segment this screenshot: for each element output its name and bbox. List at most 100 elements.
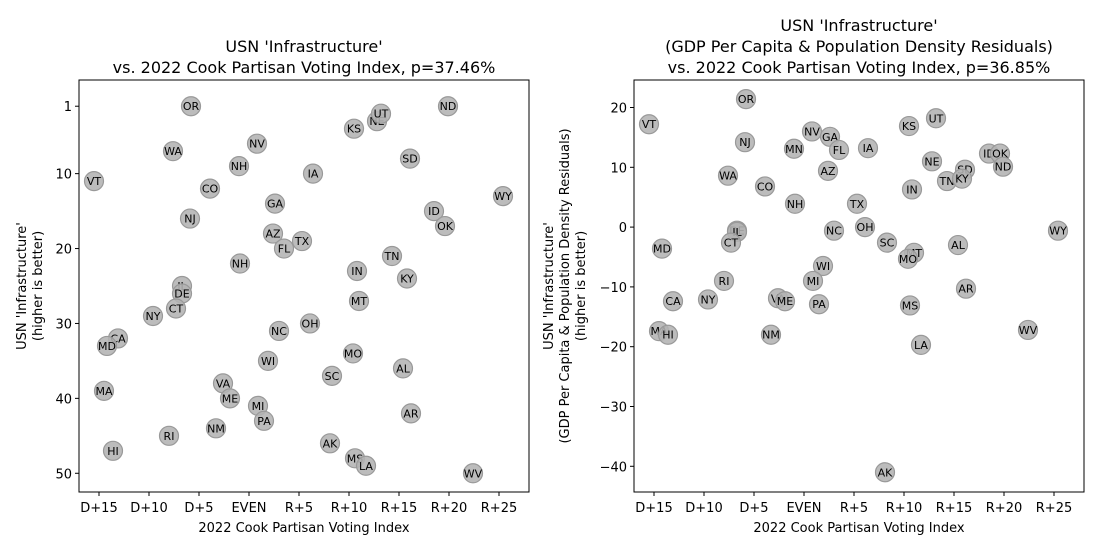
data-point-label: NH — [787, 198, 804, 211]
data-point-label: DE — [174, 287, 189, 300]
data-point-marker — [951, 168, 973, 189]
x-tick-label: D+15 — [635, 501, 672, 516]
data-point-label: KY — [955, 173, 969, 186]
data-point-marker — [717, 165, 739, 186]
data-point: ID — [423, 200, 445, 222]
data-point-label: HI — [107, 445, 119, 458]
data-point-marker — [291, 230, 313, 252]
data-point-marker — [93, 380, 115, 401]
x-tick-label: D+15 — [80, 501, 117, 516]
data-point: AR — [955, 278, 977, 299]
data-point-label: IN — [906, 183, 917, 196]
data-point: PA — [253, 410, 275, 431]
data-point-label: ID — [428, 205, 440, 218]
data-point-label: AK — [323, 437, 339, 450]
data-point-marker — [348, 290, 370, 312]
data-point: MO — [342, 343, 364, 364]
data-point-marker — [876, 232, 898, 253]
data-point-marker — [955, 278, 977, 299]
data-point-marker — [462, 463, 484, 484]
x-tick-label: R+15 — [936, 501, 972, 516]
data-point: NY — [697, 289, 719, 310]
data-point-marker — [199, 178, 221, 199]
data-point-label: IA — [863, 142, 874, 155]
y-tick-label: 30 — [55, 317, 72, 332]
y-tick-label: 10 — [55, 168, 72, 183]
data-point-label: KS — [902, 120, 916, 133]
data-point-label: SC — [880, 237, 895, 250]
data-point: MA — [93, 380, 115, 401]
data-point-label: LA — [359, 460, 373, 473]
data-point-marker — [910, 334, 932, 355]
data-point-marker — [734, 132, 756, 153]
data-point: NM — [205, 418, 227, 439]
data-point-label: AL — [951, 239, 966, 252]
chart-title-line: USN 'Infrastructure' — [780, 16, 937, 35]
data-point-marker — [662, 291, 684, 312]
data-point-marker — [319, 433, 341, 454]
data-point-label: TX — [294, 235, 310, 248]
data-point: LA — [355, 455, 377, 476]
data-point-label: WY — [1049, 225, 1067, 238]
data-point-marker — [992, 156, 1014, 177]
data-point: WY — [492, 186, 514, 207]
data-point-label: NM — [762, 329, 780, 342]
data-point-label: CA — [665, 295, 681, 308]
data-point-label: TN — [939, 175, 955, 188]
data-point-marker — [857, 138, 879, 159]
data-point: VT — [638, 114, 660, 135]
data-point-marker — [817, 160, 839, 181]
data-point-label: ND — [440, 100, 457, 113]
data-point: TN — [381, 245, 403, 267]
data-point-label: OH — [302, 317, 319, 330]
data-point-label: SC — [325, 370, 340, 383]
data-point-label: IA — [308, 168, 319, 181]
data-point-marker — [901, 179, 923, 200]
y-tick-label: 10 — [610, 161, 627, 176]
data-point: VT — [83, 171, 105, 192]
data-point: KY — [951, 168, 973, 189]
data-point: OK — [434, 215, 456, 237]
data-point-label: MO — [344, 347, 362, 360]
data-point-marker — [142, 305, 164, 327]
data-point-marker — [921, 151, 943, 172]
chart-title-line: USN 'Infrastructure' — [225, 37, 382, 56]
data-point-marker — [180, 96, 202, 117]
data-point-marker — [399, 148, 421, 169]
data-point: NJ — [179, 208, 201, 229]
data-point-marker — [381, 245, 403, 267]
data-point-label: IL — [732, 226, 742, 239]
data-point-marker — [229, 253, 251, 274]
data-point: DE — [171, 283, 193, 304]
data-point: PA — [808, 294, 830, 315]
y-axis-title-line: USN 'Infrastructure' — [15, 222, 30, 350]
data-point: WV — [462, 463, 484, 484]
data-point-marker — [434, 215, 456, 237]
data-point: NJ — [734, 132, 756, 153]
data-point-marker — [638, 114, 660, 135]
data-point-label: MT — [351, 295, 367, 308]
data-point-marker — [246, 133, 268, 154]
data-point-marker — [437, 96, 459, 117]
data-point-label: NH — [231, 160, 248, 173]
y-tick-label: −20 — [600, 341, 627, 356]
data-point: KS — [898, 115, 920, 137]
data-point-marker — [400, 403, 422, 424]
data-point: WY — [1047, 220, 1069, 241]
x-tick-label: D+10 — [685, 501, 722, 516]
data-point-marker — [370, 103, 392, 124]
data-point: TX — [846, 193, 868, 214]
data-point-marker — [874, 462, 896, 483]
data-point-marker — [102, 440, 124, 461]
data-point-marker — [697, 289, 719, 310]
data-point: CO — [754, 176, 776, 197]
y-axis-title-line: USN 'Infrastructure' — [542, 222, 557, 350]
data-point-marker — [162, 141, 184, 162]
data-point-label: UT — [374, 108, 389, 121]
data-point: GA — [819, 126, 841, 147]
data-point: WI — [812, 255, 834, 277]
x-tick-label: R+20 — [431, 501, 467, 516]
data-point: WA — [717, 165, 739, 186]
